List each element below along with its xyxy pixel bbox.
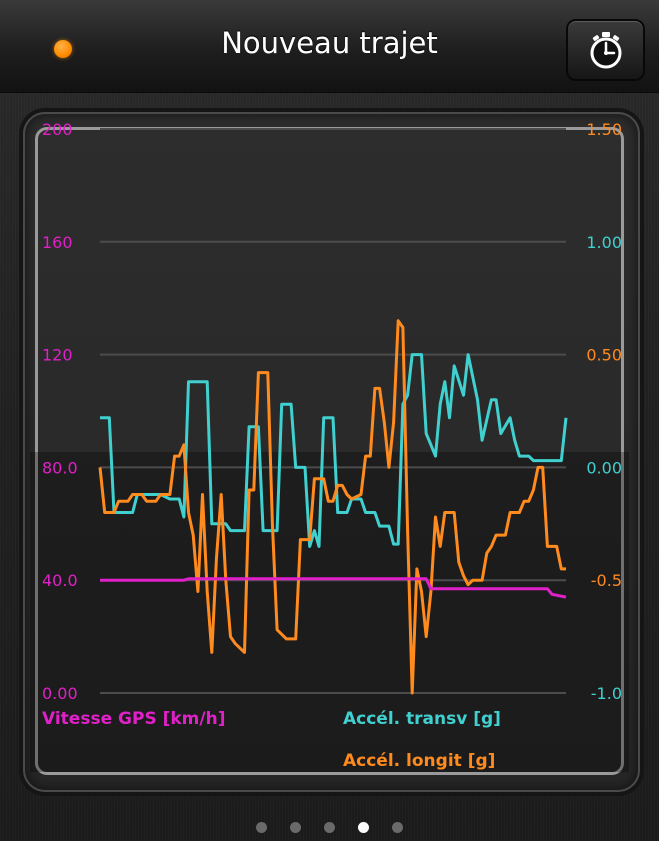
stopwatch-icon — [590, 32, 622, 69]
page-indicator-dot[interactable] — [392, 822, 403, 833]
left-axis-tick-label: 200 — [42, 120, 73, 139]
right-axis-tick-label: -1.0 — [591, 684, 622, 703]
right-axis-tick-label: 1.00 — [586, 233, 622, 252]
timer-button[interactable] — [566, 19, 645, 81]
right-axis-tick-label: 0.50 — [586, 346, 622, 365]
chart-legend: Vitesse GPS [km/h] Accél. transv [g] Acc… — [42, 709, 501, 771]
chart-card — [23, 112, 640, 792]
left-axis-tick-label: 80.0 — [42, 458, 78, 477]
navigation-bar: Nouveau trajet — [0, 0, 659, 93]
legend-speed: Vitesse GPS [km/h] — [42, 709, 225, 729]
grid-lines — [100, 128, 566, 694]
page-indicator-dot[interactable] — [256, 822, 267, 833]
right-axis-tick-label: -0.5 — [591, 571, 622, 590]
series-line — [98, 319, 566, 695]
page-indicator-dot[interactable] — [290, 822, 301, 833]
left-axis-tick-label: 120 — [42, 346, 73, 365]
series-line — [100, 353, 568, 548]
right-axis-ticks: 1.50 1.00 0.50 0.00 -0.5 -1.0 — [586, 120, 622, 703]
legend-longitudinal: Accél. longit [g] — [343, 751, 495, 771]
left-axis-ticks: 200 160 120 80.0 40.0 0.00 — [42, 120, 78, 703]
recording-status-icon — [54, 40, 72, 58]
page-title: Nouveau trajet — [221, 26, 438, 60]
left-axis-tick-label: 0.00 — [42, 684, 78, 703]
right-axis-tick-label: 0.00 — [586, 458, 622, 477]
left-axis-tick-label: 40.0 — [42, 571, 78, 590]
legend-transverse: Accél. transv [g] — [343, 709, 501, 729]
page-indicator-dot[interactable] — [324, 822, 335, 833]
page-indicator-dot[interactable] — [358, 822, 369, 833]
series-line — [100, 577, 567, 599]
right-axis-tick-label: 1.50 — [586, 120, 622, 139]
left-axis-tick-label: 160 — [42, 233, 73, 252]
series-group — [98, 319, 568, 695]
chart-lower-band — [30, 452, 629, 772]
page-control[interactable] — [0, 822, 659, 838]
